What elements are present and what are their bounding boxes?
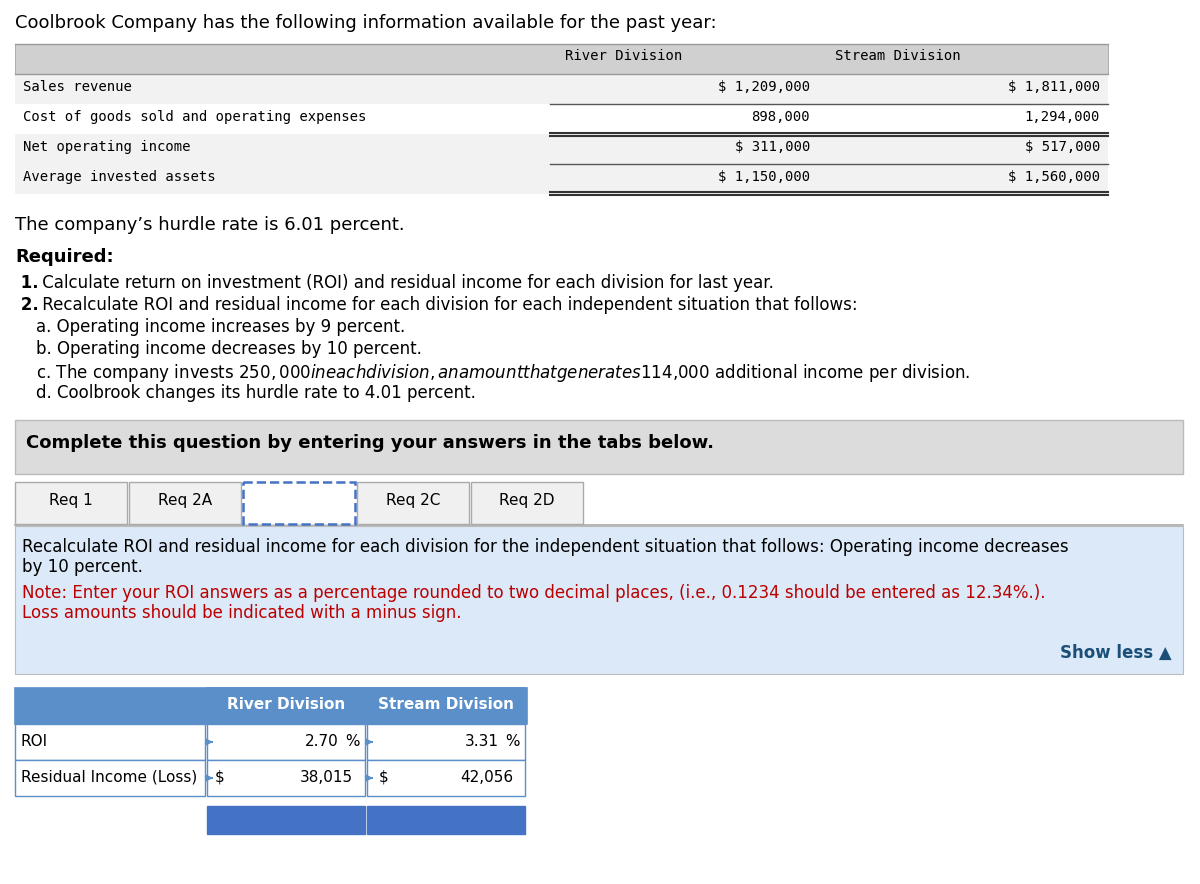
Bar xyxy=(208,724,365,760)
Text: 1,294,000: 1,294,000 xyxy=(1025,110,1100,124)
Text: Average invested assets: Average invested assets xyxy=(23,170,216,184)
Text: Net operating income: Net operating income xyxy=(23,140,191,154)
Text: $ 517,000: $ 517,000 xyxy=(1025,140,1100,154)
Bar xyxy=(367,806,526,834)
Bar xyxy=(208,806,365,834)
Text: River Division: River Division xyxy=(565,49,683,63)
Text: $ 1,150,000: $ 1,150,000 xyxy=(718,170,810,184)
Text: $: $ xyxy=(215,770,224,785)
Bar xyxy=(14,526,1183,674)
Bar xyxy=(14,420,1183,474)
Text: 38,015: 38,015 xyxy=(300,770,353,785)
Text: Req 2A: Req 2A xyxy=(158,493,212,508)
Bar xyxy=(14,134,1108,164)
Text: a. Operating income increases by 9 percent.: a. Operating income increases by 9 perce… xyxy=(14,318,406,336)
Text: Recalculate ROI and residual income for each division for the independent situat: Recalculate ROI and residual income for … xyxy=(22,538,1069,556)
Text: Loss amounts should be indicated with a minus sign.: Loss amounts should be indicated with a … xyxy=(22,604,462,622)
Bar xyxy=(14,760,205,796)
Bar xyxy=(14,104,1108,134)
Text: Note: Enter your ROI answers as a percentage rounded to two decimal places, (i.e: Note: Enter your ROI answers as a percen… xyxy=(22,584,1045,602)
Text: The company’s hurdle rate is 6.01 percent.: The company’s hurdle rate is 6.01 percen… xyxy=(14,216,404,234)
Text: ROI: ROI xyxy=(22,734,48,749)
Text: c. The company invests $250,000 in each division, an amount that generates $114,: c. The company invests $250,000 in each … xyxy=(14,362,971,384)
Text: Calculate return on investment (ROI) and residual income for each division for l: Calculate return on investment (ROI) and… xyxy=(37,274,774,292)
Text: b. Operating income decreases by 10 percent.: b. Operating income decreases by 10 perc… xyxy=(14,340,422,358)
Bar xyxy=(358,482,469,524)
Text: River Division: River Division xyxy=(227,697,346,712)
Text: 2.: 2. xyxy=(14,296,38,314)
Text: 42,056: 42,056 xyxy=(460,770,514,785)
Text: $ 1,209,000: $ 1,209,000 xyxy=(718,80,810,94)
Text: Stream Division: Stream Division xyxy=(835,49,961,63)
Text: 898,000: 898,000 xyxy=(751,110,810,124)
Text: Req 1: Req 1 xyxy=(49,493,92,508)
Bar xyxy=(14,44,1108,74)
Text: d. Coolbrook changes its hurdle rate to 4.01 percent.: d. Coolbrook changes its hurdle rate to … xyxy=(14,384,476,402)
Text: Stream Division: Stream Division xyxy=(378,697,514,712)
Bar xyxy=(14,724,205,760)
Text: $ 311,000: $ 311,000 xyxy=(734,140,810,154)
Bar xyxy=(14,164,1108,194)
Bar xyxy=(470,482,583,524)
Text: %: % xyxy=(502,734,521,749)
Bar xyxy=(14,482,127,524)
Text: $ 1,811,000: $ 1,811,000 xyxy=(1008,80,1100,94)
Text: Complete this question by entering your answers in the tabs below.: Complete this question by entering your … xyxy=(26,434,714,452)
Text: Req 2C: Req 2C xyxy=(386,493,440,508)
Text: 1.: 1. xyxy=(14,274,38,292)
Text: Recalculate ROI and residual income for each division for each independent situa: Recalculate ROI and residual income for … xyxy=(37,296,857,314)
Text: Req 2B: Req 2B xyxy=(272,493,326,508)
Bar xyxy=(367,760,526,796)
Text: Show less ▲: Show less ▲ xyxy=(1061,644,1172,662)
Bar xyxy=(242,482,355,524)
Text: Residual Income (Loss): Residual Income (Loss) xyxy=(22,770,197,785)
Bar xyxy=(14,688,527,724)
Text: %: % xyxy=(341,734,360,749)
Bar xyxy=(130,482,241,524)
Bar xyxy=(14,74,1108,104)
Text: by 10 percent.: by 10 percent. xyxy=(22,558,143,576)
Bar xyxy=(367,688,526,724)
Text: Sales revenue: Sales revenue xyxy=(23,80,132,94)
Bar xyxy=(242,482,355,524)
Bar xyxy=(208,760,365,796)
Bar xyxy=(367,724,526,760)
Text: $ 1,560,000: $ 1,560,000 xyxy=(1008,170,1100,184)
Text: 3.31: 3.31 xyxy=(466,734,499,749)
Text: Required:: Required: xyxy=(14,248,114,266)
Text: Cost of goods sold and operating expenses: Cost of goods sold and operating expense… xyxy=(23,110,366,124)
Text: 2.70: 2.70 xyxy=(305,734,340,749)
Text: $: $ xyxy=(379,770,389,785)
Bar xyxy=(208,688,365,724)
Text: Req 2D: Req 2D xyxy=(499,493,554,508)
Text: Coolbrook Company has the following information available for the past year:: Coolbrook Company has the following info… xyxy=(14,14,716,32)
